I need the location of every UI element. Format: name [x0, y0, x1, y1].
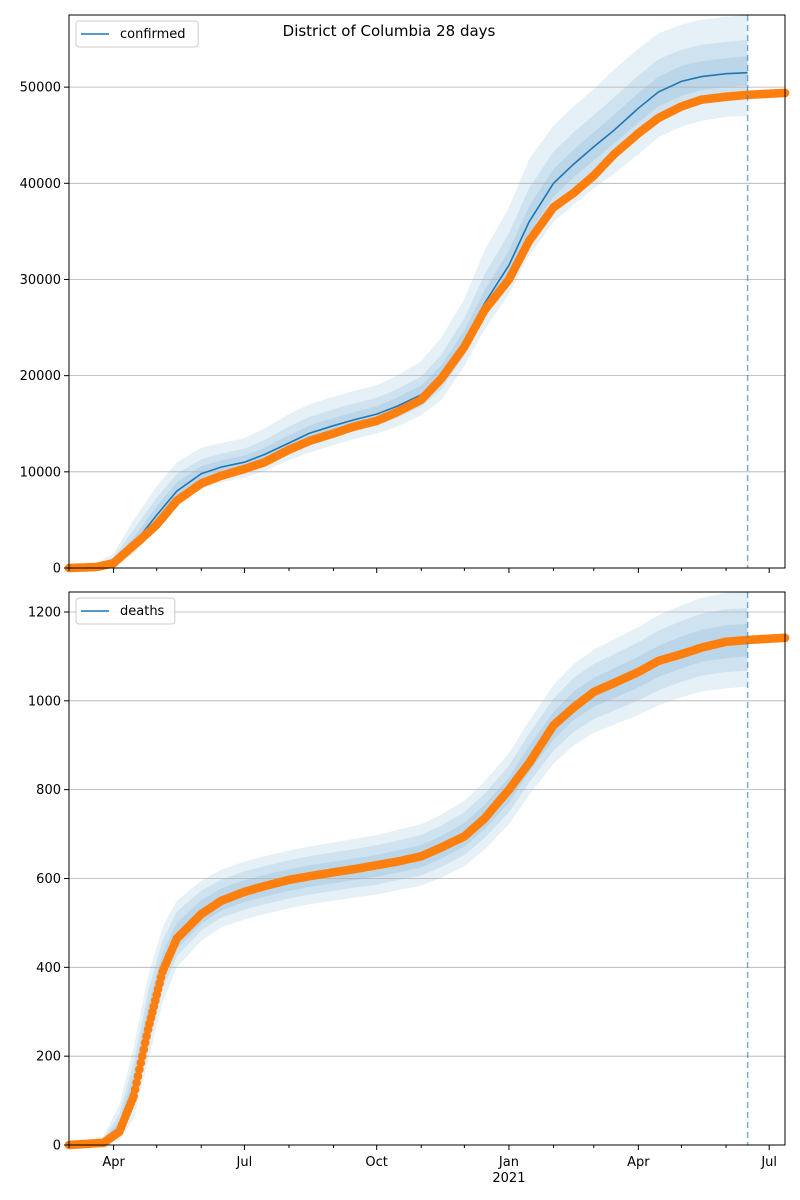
confirmed-confidence-bands [69, 15, 748, 569]
legend-label-confirmed: confirmed [120, 27, 186, 42]
legend-label-deaths: deaths [120, 604, 165, 619]
confidence-band [69, 15, 748, 568]
observed-point [142, 1031, 151, 1041]
confirmed-gridlines [69, 86, 785, 473]
confirmed-x-axis [68, 568, 770, 573]
observed-point [133, 1071, 143, 1081]
y-tick-label: 0 [53, 1139, 61, 1154]
y-tick-label: 10000 [20, 465, 61, 480]
y-tick-label: 600 [36, 872, 61, 887]
y-tick-label: 40000 [20, 177, 61, 192]
deaths-confidence-bands [69, 592, 748, 1145]
y-tick-label: 0 [53, 562, 61, 577]
confidence-band [69, 608, 748, 1145]
y-tick-label: 20000 [20, 369, 61, 384]
deaths-x-axis: Apr Jul Oct Jan Apr Jul [68, 1145, 777, 1170]
observed-point [132, 1078, 141, 1088]
observed-point [140, 1038, 150, 1048]
observed-point [138, 1051, 147, 1061]
deaths-observed-points [64, 633, 790, 1150]
confirmed-axes-frame [68, 14, 786, 569]
y-tick-label: 50000 [20, 81, 61, 96]
deaths-gridlines [69, 611, 785, 1057]
observed-point [130, 1085, 140, 1094]
x-tick-label: Oct [365, 1155, 387, 1170]
x-tick-label: Jan [498, 1155, 519, 1170]
x-tick-label: Jul [760, 1155, 777, 1170]
x-tick-label: Apr [627, 1155, 650, 1170]
confirmed-panel: 0 10000 20000 30000 40000 50000 confirmed Dis… [20, 14, 790, 577]
confidence-band [69, 592, 748, 1145]
y-tick-label: 30000 [20, 273, 61, 288]
observed-point [129, 1091, 138, 1101]
y-tick-label: 1000 [28, 694, 61, 709]
legend-box [75, 20, 199, 48]
deaths-panel: 0 200 400 600 800 1000 1200 Apr Jul Oct Jan Apr Jul… [28, 591, 790, 1186]
confidence-band [69, 40, 748, 568]
x-tick-label: Jul [236, 1155, 253, 1170]
confirmed-legend: confirmed [75, 20, 199, 48]
confirmed-y-axis: 0 10000 20000 30000 40000 50000 [20, 81, 69, 577]
confirmed-model-line [68, 71, 748, 569]
x-tick-label: Apr [102, 1155, 125, 1170]
deaths-legend: deaths [75, 597, 176, 625]
x-axis-year-label: 2021 [492, 1171, 525, 1186]
y-tick-label: 1200 [28, 605, 61, 620]
confirmed-observed-points [64, 88, 790, 573]
y-tick-label: 200 [36, 1050, 61, 1065]
observed-point [136, 1058, 146, 1068]
deaths-axes-frame [68, 591, 786, 1146]
chart-title: District of Columbia 28 days [283, 22, 496, 40]
y-tick-label: 400 [36, 961, 61, 976]
deaths-y-axis: 0 200 400 600 800 1000 1200 [28, 605, 69, 1154]
legend-box [75, 597, 176, 625]
observed-point [139, 1045, 149, 1054]
y-tick-label: 800 [36, 783, 61, 798]
observed-point [135, 1065, 144, 1074]
